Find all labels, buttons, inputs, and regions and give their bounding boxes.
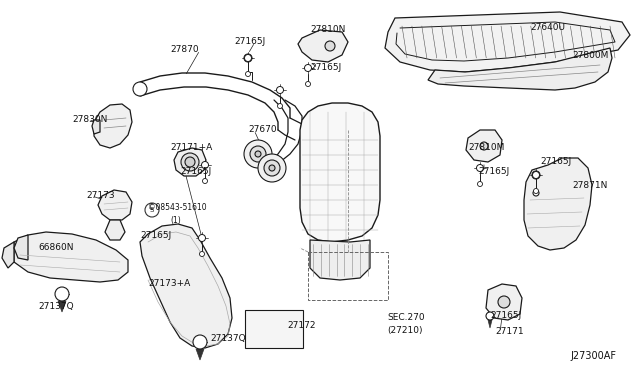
Circle shape	[486, 312, 494, 320]
Circle shape	[244, 140, 272, 168]
Polygon shape	[92, 120, 100, 134]
Text: 66860N: 66860N	[38, 244, 74, 253]
Text: 27165J: 27165J	[478, 167, 509, 176]
Text: 27172: 27172	[287, 321, 316, 330]
Text: 27870: 27870	[171, 45, 199, 55]
Circle shape	[534, 189, 538, 193]
Text: 27137Q: 27137Q	[38, 301, 74, 311]
Circle shape	[258, 154, 286, 182]
Circle shape	[244, 55, 252, 61]
Circle shape	[498, 296, 510, 308]
Polygon shape	[385, 12, 630, 72]
Circle shape	[269, 165, 275, 171]
Polygon shape	[488, 320, 492, 328]
Circle shape	[477, 182, 483, 186]
Circle shape	[250, 146, 266, 162]
Circle shape	[145, 203, 159, 217]
Text: 27171+A: 27171+A	[170, 144, 212, 153]
Polygon shape	[58, 301, 66, 312]
Circle shape	[532, 171, 540, 179]
Circle shape	[198, 234, 205, 241]
Circle shape	[202, 179, 207, 183]
Text: SEC.270: SEC.270	[387, 314, 424, 323]
Polygon shape	[105, 220, 125, 240]
Circle shape	[264, 160, 280, 176]
Text: J27300AF: J27300AF	[570, 351, 616, 361]
Text: (1): (1)	[170, 215, 180, 224]
Polygon shape	[14, 232, 128, 282]
Polygon shape	[2, 242, 14, 268]
FancyBboxPatch shape	[245, 310, 303, 348]
Polygon shape	[310, 240, 370, 280]
Text: 27830N: 27830N	[72, 115, 108, 125]
Circle shape	[477, 164, 483, 171]
Text: 27640U: 27640U	[530, 23, 565, 32]
Text: 27137Q: 27137Q	[210, 334, 246, 343]
Circle shape	[532, 171, 540, 179]
Text: 27173+A: 27173+A	[148, 279, 190, 289]
Text: ©08543-51610: ©08543-51610	[148, 203, 207, 212]
Text: 27670: 27670	[248, 125, 276, 135]
Polygon shape	[524, 158, 592, 250]
Polygon shape	[428, 48, 612, 90]
Text: 27810N: 27810N	[310, 26, 346, 35]
Circle shape	[278, 103, 282, 109]
Circle shape	[325, 41, 335, 51]
Text: S: S	[150, 207, 154, 213]
Circle shape	[185, 157, 195, 167]
Polygon shape	[14, 235, 28, 260]
Circle shape	[533, 190, 539, 196]
Circle shape	[480, 142, 488, 150]
Polygon shape	[300, 103, 380, 242]
Text: 27800M: 27800M	[572, 51, 609, 60]
Circle shape	[133, 82, 147, 96]
Text: (27210): (27210)	[387, 326, 422, 334]
Polygon shape	[298, 30, 348, 62]
Circle shape	[305, 64, 312, 71]
Polygon shape	[466, 130, 502, 162]
Text: 27810M: 27810M	[468, 144, 504, 153]
Circle shape	[246, 71, 250, 77]
Text: 27871N: 27871N	[572, 180, 607, 189]
Polygon shape	[196, 349, 204, 360]
Circle shape	[200, 251, 205, 257]
Circle shape	[255, 151, 261, 157]
Polygon shape	[174, 148, 206, 176]
Text: 27165J: 27165J	[540, 157, 572, 167]
Text: 27165J: 27165J	[180, 167, 211, 176]
Text: 27165J: 27165J	[310, 64, 341, 73]
Text: 27165J: 27165J	[140, 231, 172, 241]
Circle shape	[193, 335, 207, 349]
Circle shape	[55, 287, 69, 301]
Circle shape	[181, 153, 199, 171]
Polygon shape	[140, 224, 232, 348]
Text: 27173: 27173	[86, 192, 115, 201]
Text: 27165J: 27165J	[490, 311, 521, 321]
Text: 27165J: 27165J	[234, 38, 266, 46]
Circle shape	[305, 81, 310, 87]
Text: 27171: 27171	[495, 327, 524, 337]
Circle shape	[202, 161, 209, 169]
Circle shape	[244, 54, 252, 62]
Circle shape	[276, 87, 284, 93]
Polygon shape	[486, 284, 522, 320]
Polygon shape	[94, 104, 132, 148]
Polygon shape	[98, 190, 132, 220]
